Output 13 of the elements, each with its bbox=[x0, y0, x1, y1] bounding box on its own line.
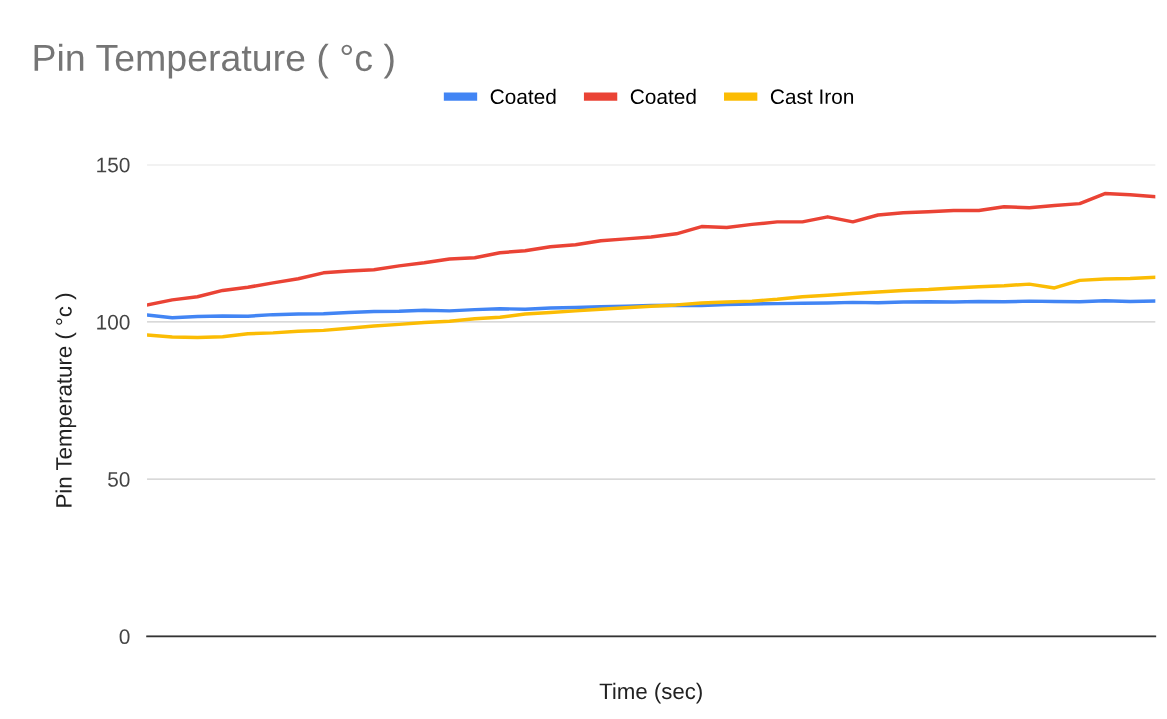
y-tick-label: 100 bbox=[97, 314, 130, 330]
y-axis-title: Pin Temperature ( °c ) bbox=[55, 293, 77, 507]
legend-label: Coated bbox=[630, 88, 696, 105]
chart-title: Pin Temperature ( °c ) bbox=[34, 43, 394, 79]
y-tick-label: 0 bbox=[119, 629, 130, 645]
x-axis-title: Time (sec) bbox=[599, 682, 702, 704]
y-tick-label: 150 bbox=[97, 157, 130, 173]
line-series bbox=[147, 191, 1156, 307]
y-tick-label: 50 bbox=[108, 472, 130, 487]
legend-label: Cast Iron bbox=[770, 89, 854, 105]
legend-label: Coated bbox=[490, 88, 556, 105]
line-series bbox=[147, 299, 1156, 320]
line-series bbox=[147, 275, 1156, 340]
